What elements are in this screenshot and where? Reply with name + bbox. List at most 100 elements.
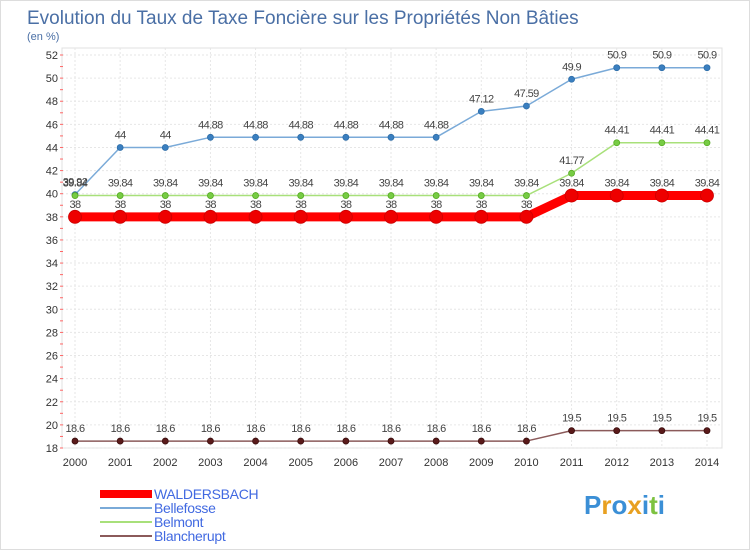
y-tick-label: 22	[46, 397, 58, 409]
data-label-bellefosse: 50.9	[607, 50, 626, 62]
data-label-blancherupt: 18.6	[111, 423, 130, 435]
data-point-waldersbach	[68, 209, 82, 224]
data-point-blancherupt	[613, 427, 621, 435]
data-label-waldersbach: 38	[250, 199, 262, 211]
data-point-waldersbach	[519, 209, 534, 224]
data-point-bellefosse	[297, 133, 305, 141]
data-point-blancherupt	[116, 437, 124, 445]
data-point-belmont	[297, 192, 305, 199]
data-point-blancherupt	[252, 437, 259, 445]
logo-letter: P	[584, 490, 601, 520]
data-point-belmont	[613, 139, 621, 147]
data-point-waldersbach	[429, 209, 444, 224]
data-label-blancherupt: 18.6	[201, 423, 220, 435]
data-label-waldersbach: 38	[160, 199, 172, 211]
data-label-belmont: 39.84	[424, 178, 449, 190]
y-tick-label: 26	[46, 351, 58, 363]
data-point-bellefosse	[477, 108, 485, 115]
x-tick-label: 2007	[379, 457, 403, 469]
logo-letter: o	[611, 490, 627, 520]
data-label-bellefosse: 44.88	[379, 119, 404, 131]
data-point-bellefosse	[568, 75, 575, 83]
data-label-bellefosse: 50.9	[697, 50, 716, 62]
data-label-blancherupt: 18.6	[517, 423, 536, 435]
x-tick-label: 2010	[514, 457, 538, 469]
data-point-bellefosse	[207, 133, 214, 141]
data-label-belmont: 39.84	[108, 178, 133, 190]
data-point-bellefosse	[703, 64, 711, 72]
data-label-blancherupt: 18.6	[156, 423, 175, 435]
data-label-belmont: 44.41	[650, 125, 675, 137]
legend-label-bellefosse: Bellefosse	[154, 500, 216, 516]
data-label-waldersbach: 38	[476, 199, 488, 211]
data-point-belmont	[703, 139, 711, 147]
chart-title: Evolution du Taux de Taxe Foncière sur l…	[27, 8, 579, 29]
data-point-waldersbach	[474, 209, 489, 224]
y-tick-label: 42	[46, 166, 58, 178]
data-label-belmont: 39.84	[379, 178, 404, 190]
logo-letter: r	[601, 490, 611, 520]
data-point-bellefosse	[523, 102, 530, 110]
data-point-bellefosse	[161, 144, 169, 151]
data-point-blancherupt	[161, 437, 169, 445]
logo-letter: i	[642, 490, 649, 520]
data-label-belmont: 39.84	[63, 178, 88, 190]
data-label-blancherupt: 18.6	[291, 423, 310, 435]
data-point-blancherupt	[432, 437, 440, 445]
x-tick-label: 2013	[650, 457, 674, 469]
legend-label-belmont: Belmont	[154, 514, 204, 530]
y-tick-label: 50	[46, 73, 58, 85]
x-tick-label: 2001	[108, 457, 132, 469]
data-point-belmont	[207, 192, 214, 199]
data-point-belmont	[523, 192, 530, 199]
data-point-bellefosse	[252, 133, 259, 141]
data-label-waldersbach: 39.84	[695, 178, 720, 190]
data-label-blancherupt: 18.6	[336, 423, 355, 435]
data-label-belmont: 44.41	[604, 125, 629, 137]
data-label-bellefosse: 49.9	[562, 61, 581, 73]
logo-letter: x	[627, 490, 642, 520]
data-point-blancherupt	[71, 437, 79, 445]
data-label-waldersbach: 38	[385, 199, 397, 211]
data-label-blancherupt: 18.6	[246, 423, 265, 435]
data-label-waldersbach: 38	[295, 199, 307, 211]
data-label-waldersbach: 38	[205, 199, 217, 211]
data-point-waldersbach	[203, 209, 218, 224]
data-label-belmont: 44.41	[695, 125, 720, 137]
data-point-waldersbach	[293, 209, 308, 224]
data-label-bellefosse: 44.88	[334, 119, 359, 131]
x-tick-label: 2011	[560, 457, 584, 469]
data-label-belmont: 39.84	[153, 178, 178, 190]
axis-layer: 18 20 22 24 26 28 30 32 34 36 38 40 42 44 46 48 50 52 2000…	[46, 50, 719, 469]
x-tick-label: 2003	[198, 457, 222, 469]
x-tick-label: 2006	[334, 457, 358, 469]
plot-area	[61, 47, 723, 449]
data-label-bellefosse: 39.92	[63, 177, 88, 189]
logo-text: Proxiti	[584, 490, 665, 520]
data-label-bellefosse: 44.88	[198, 119, 223, 131]
data-label-blancherupt: 18.6	[427, 423, 446, 435]
data-point-waldersbach	[700, 188, 714, 203]
y-tick-label: 36	[46, 235, 58, 247]
data-label-waldersbach: 38	[340, 199, 352, 211]
data-label-waldersbach: 38	[521, 199, 533, 211]
data-label-belmont: 39.84	[469, 178, 494, 190]
series-layer	[68, 64, 714, 445]
logo-letter: i	[658, 490, 665, 520]
data-label-blancherupt: 19.5	[607, 413, 626, 425]
legend-label-blancherupt: Blancherupt	[154, 528, 226, 544]
data-label-waldersbach: 38	[115, 199, 127, 211]
data-point-belmont	[477, 192, 485, 199]
x-tick-label: 2000	[63, 457, 87, 469]
data-label-belmont: 39.84	[334, 178, 359, 190]
data-label-bellefosse: 44	[160, 129, 172, 141]
y-tick-label: 38	[46, 212, 58, 224]
data-point-belmont	[116, 192, 124, 199]
data-label-bellefosse: 44.88	[424, 119, 449, 131]
data-point-blancherupt	[207, 437, 214, 445]
grid-layer	[62, 48, 722, 449]
data-label-belmont: 39.84	[288, 178, 313, 190]
y-tick-label: 46	[46, 119, 58, 131]
y-tick-label: 20	[46, 420, 58, 432]
data-point-bellefosse	[613, 64, 621, 72]
